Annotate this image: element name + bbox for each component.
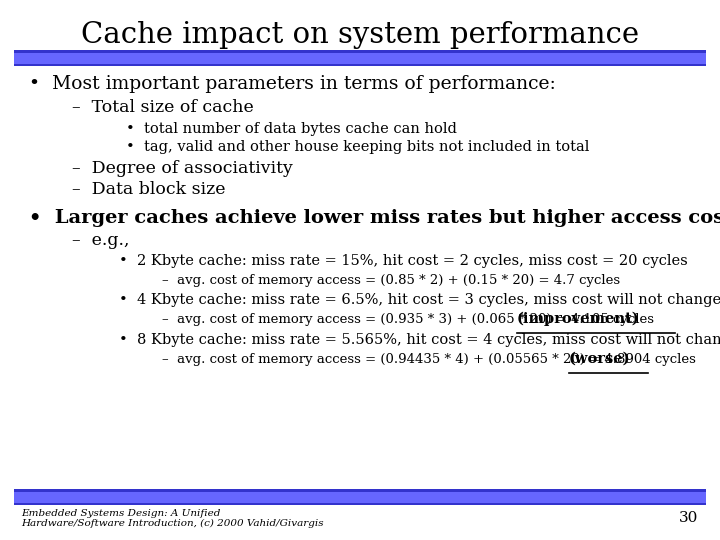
Text: •  total number of data bytes cache can hold: • total number of data bytes cache can h… xyxy=(126,122,457,136)
Text: –  e.g.,: – e.g., xyxy=(72,232,130,249)
Text: –  Total size of cache: – Total size of cache xyxy=(72,99,253,117)
Text: •  2 Kbyte cache: miss rate = 15%, hit cost = 2 cycles, miss cost = 20 cycles: • 2 Kbyte cache: miss rate = 15%, hit co… xyxy=(119,254,688,268)
Text: –  avg. cost of memory access = (0.94435 * 4) + (0.05565 * 20) = 4.8904 cycles: – avg. cost of memory access = (0.94435 … xyxy=(162,353,696,366)
Text: 30: 30 xyxy=(679,511,698,525)
Text: •  tag, valid and other house keeping bits not included in total: • tag, valid and other house keeping bit… xyxy=(126,140,590,154)
Text: (improvement): (improvement) xyxy=(517,312,639,326)
Bar xyxy=(14,53,706,64)
Text: •  Most important parameters in terms of performance:: • Most important parameters in terms of … xyxy=(29,75,556,93)
Text: (worse): (worse) xyxy=(569,352,630,366)
Text: •  Larger caches achieve lower miss rates but higher access cost: • Larger caches achieve lower miss rates… xyxy=(29,208,720,227)
Text: •  8 Kbyte cache: miss rate = 5.565%, hit cost = 4 cycles, miss cost will not ch: • 8 Kbyte cache: miss rate = 5.565%, hit… xyxy=(119,333,720,347)
Bar xyxy=(14,492,706,503)
Text: –  Degree of associativity: – Degree of associativity xyxy=(72,160,293,177)
Text: –  Data block size: – Data block size xyxy=(72,180,225,198)
Bar xyxy=(14,50,706,66)
Text: Embedded Systems Design: A Unified
Hardware/Software Introduction, (c) 2000 Vahi: Embedded Systems Design: A Unified Hardw… xyxy=(22,509,324,528)
Text: •  4 Kbyte cache: miss rate = 6.5%, hit cost = 3 cycles, miss cost will not chan: • 4 Kbyte cache: miss rate = 6.5%, hit c… xyxy=(119,293,720,307)
Text: –  avg. cost of memory access = (0.85 * 2) + (0.15 * 20) = 4.7 cycles: – avg. cost of memory access = (0.85 * 2… xyxy=(162,274,620,287)
Text: –  avg. cost of memory access = (0.935 * 3) + (0.065 * 20) = 4.105 cycles: – avg. cost of memory access = (0.935 * … xyxy=(162,313,654,326)
Text: Cache impact on system performance: Cache impact on system performance xyxy=(81,21,639,49)
Bar xyxy=(14,489,706,505)
